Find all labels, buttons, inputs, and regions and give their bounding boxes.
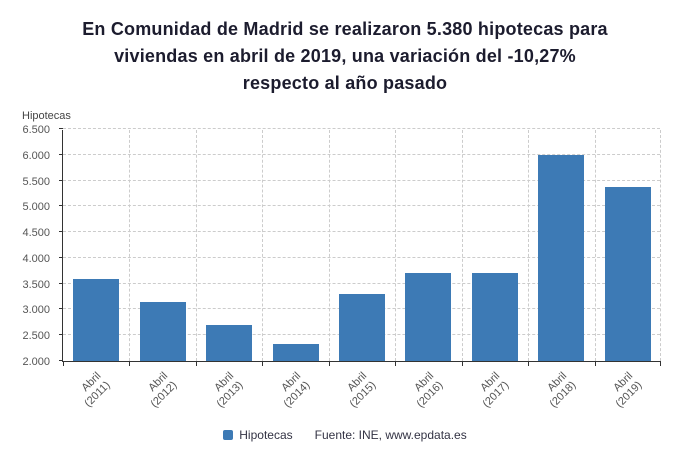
y-tick-label: 4.000 xyxy=(22,252,50,265)
x-axis-tickmark xyxy=(63,361,64,366)
x-tick-label: Abril (2019) xyxy=(611,370,645,411)
vertical-gridline xyxy=(129,130,131,361)
y-tick-label: 3.500 xyxy=(22,278,50,291)
y-tick-label: 5.500 xyxy=(22,175,50,188)
horizontal-gridline xyxy=(63,179,660,181)
source-text: Fuente: INE, www.epdata.es xyxy=(314,428,467,442)
vertical-gridline xyxy=(461,130,463,361)
plot-area xyxy=(59,128,661,366)
bar-abril-2011 xyxy=(73,278,120,361)
y-tick-label: 6.500 xyxy=(22,124,50,136)
legend-label: Hipotecas xyxy=(239,428,293,442)
bar-abril-2015 xyxy=(339,293,385,361)
y-tick-label: 6.000 xyxy=(22,149,50,162)
horizontal-gridline xyxy=(63,205,660,207)
vertical-gridline xyxy=(395,130,397,361)
y-tick-label: 4.500 xyxy=(22,227,50,240)
horizontal-gridline xyxy=(63,128,660,129)
vertical-gridline xyxy=(195,130,197,361)
bar-abril-2019 xyxy=(604,186,651,361)
x-axis-tickmark xyxy=(395,361,397,366)
vertical-gridline xyxy=(328,130,330,361)
vertical-gridline xyxy=(594,130,596,361)
bar-abril-2014 xyxy=(272,344,319,361)
x-axis-tickmark xyxy=(262,361,264,366)
legend-swatch xyxy=(223,430,234,440)
y-axis-tickmark xyxy=(59,153,63,155)
bar-abril-2012 xyxy=(139,302,186,361)
bar-abril-2017 xyxy=(471,273,518,361)
y-axis-tickmark xyxy=(59,179,63,181)
y-axis-title: Hipotecas xyxy=(22,110,71,122)
chart-title-line-2: viviendas en abril de 2019, una variació… xyxy=(114,46,576,66)
horizontal-gridline xyxy=(63,256,660,258)
y-axis-tick-labels: 2.000 2.500 3.000 3.500 4.000 4.500 5.000 5.500… xyxy=(0,124,56,368)
x-axis-tickmark xyxy=(461,361,463,366)
x-axis-tickmark xyxy=(328,361,330,366)
horizontal-gridline xyxy=(63,153,660,155)
x-axis-tickmark xyxy=(528,361,530,366)
x-axis-tickmark xyxy=(660,361,661,366)
x-axis-tickmark xyxy=(129,361,131,366)
vertical-gridline xyxy=(660,130,661,361)
chart-title: En Comunidad de Madrid se realizaron 5.3… xyxy=(0,0,690,97)
y-tick-label: 5.000 xyxy=(22,201,50,214)
y-tick-label: 3.000 xyxy=(22,304,50,317)
chart-footer: Hipotecas Fuente: INE, www.epdata.es xyxy=(0,428,690,442)
horizontal-gridline xyxy=(63,231,660,233)
y-axis-tickmark xyxy=(59,282,63,284)
horizontal-gridline xyxy=(63,282,660,284)
x-axis-tickmark xyxy=(594,361,596,366)
y-axis-tickmark xyxy=(59,360,63,361)
y-axis-tickmark xyxy=(59,256,63,258)
y-tick-label: 2.000 xyxy=(22,356,50,368)
chart-title-line-3: respecto al año pasado xyxy=(242,73,448,93)
x-axis-tick-labels: Abril (2011) Abril (2012) Abril (2013) Abri… xyxy=(0,368,690,424)
y-axis-tickmark xyxy=(59,231,63,233)
x-axis-tickmark xyxy=(195,361,197,366)
y-axis-tickmark xyxy=(59,128,63,129)
bar-abril-2013 xyxy=(206,325,253,361)
y-tick-label: 2.500 xyxy=(22,330,50,343)
vertical-gridline xyxy=(528,130,530,361)
bar-abril-2016 xyxy=(405,273,452,361)
y-axis-tickmark xyxy=(59,205,63,207)
y-axis-tickmark xyxy=(59,334,63,336)
bar-chart: 2.000 2.500 3.000 3.500 4.000 4.500 5.000 5.500… xyxy=(0,122,690,424)
vertical-gridline xyxy=(262,130,264,361)
y-axis-tickmark xyxy=(59,308,63,310)
bar-abril-2018 xyxy=(538,154,585,361)
chart-title-line-1: En Comunidad de Madrid se realizaron 5.3… xyxy=(82,19,608,39)
